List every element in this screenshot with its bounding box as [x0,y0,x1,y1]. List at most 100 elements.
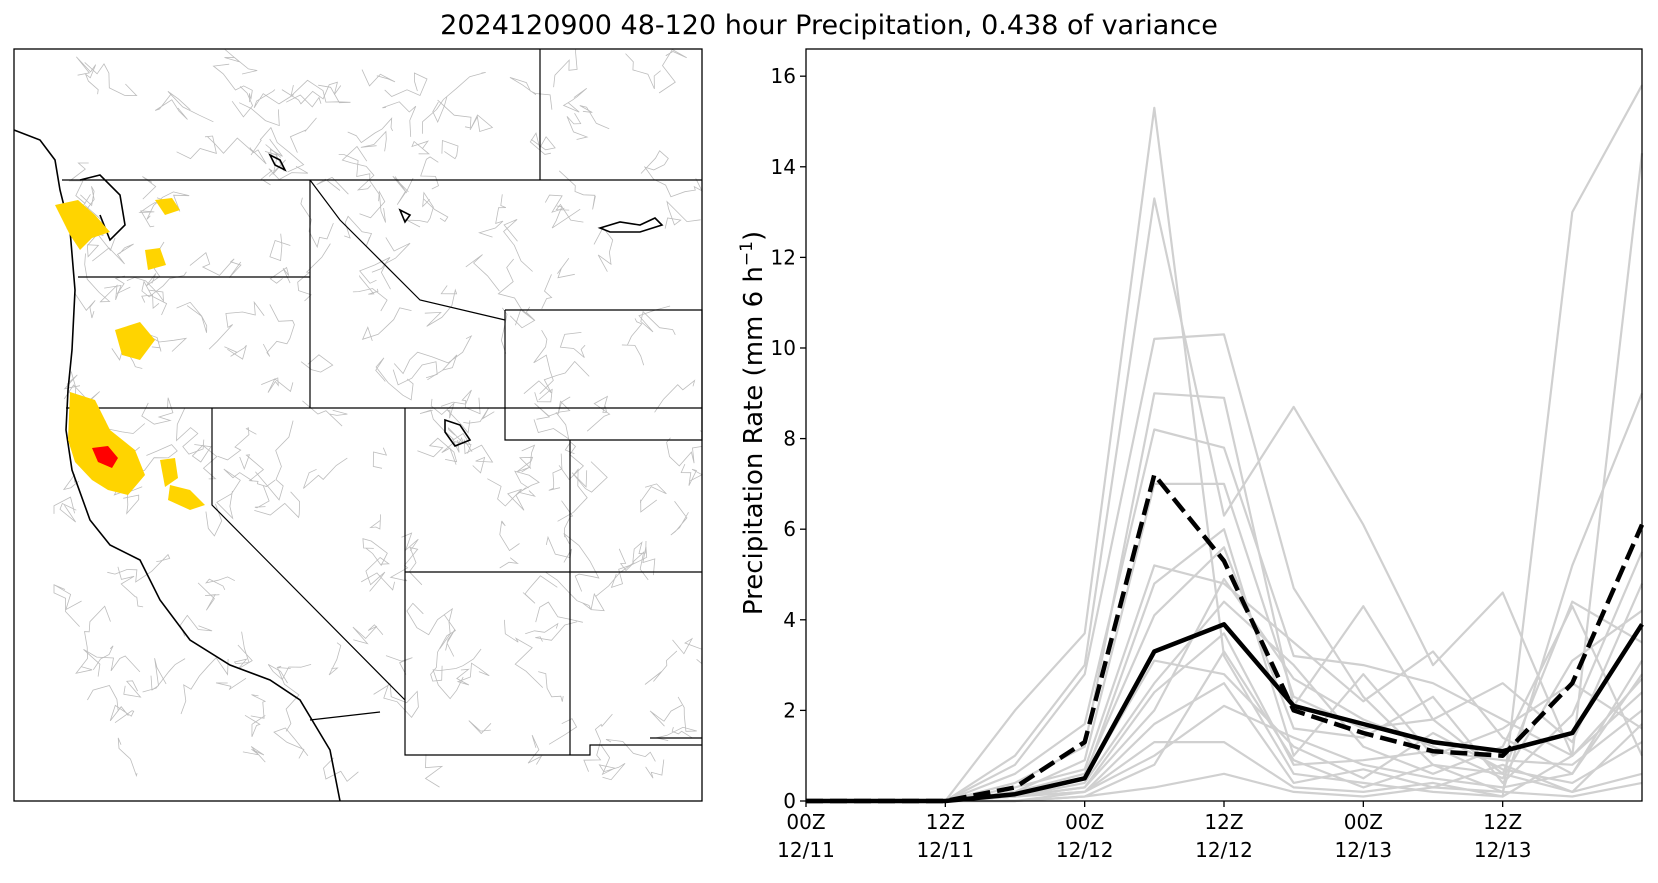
basin-outline [267,664,312,684]
x-tick-label: 12Z [1204,810,1243,834]
basin-outline [372,447,388,469]
puget-sound [79,174,126,242]
x-tick-label: 00Z [1344,810,1383,834]
x-tick-label: 12Z [926,810,965,834]
x-tick-label: 12Z [1483,810,1522,834]
basin-outline [141,397,174,425]
basin-outline [84,62,138,97]
state-border [309,179,506,321]
basin-outline [328,642,342,676]
highlighted-basins [55,198,205,510]
basin-outline [254,491,301,519]
state-border [211,408,406,701]
lake-outline [597,217,664,233]
basin-outline [300,197,334,249]
basin-outline [253,89,294,109]
basin-outline [373,682,419,719]
chart-axes: 0 2 4 6 8 10 12 14 16 00Z 12/11 12Z 12/11 00Z 12/12 12Z… [771,48,1643,862]
basin-outline [141,294,160,310]
basin-outline [197,582,220,611]
basin-outline [463,407,495,424]
basin-outline [180,657,229,715]
basin-outline [586,395,611,432]
basin-outline [579,105,610,130]
basin-outline [656,696,697,741]
basin-outline [269,266,291,284]
basin-outline [504,619,544,688]
basin-outline [509,77,553,110]
basin-outline [411,140,431,155]
basin-outline [503,219,533,272]
basin-outline [621,318,645,366]
basin-outline [548,718,578,745]
y-tick-label: 16 [771,64,796,88]
basin-outline [535,621,578,642]
basin-outline [217,427,257,461]
y-tick-label: 12 [771,245,796,269]
basin-outline [264,144,285,172]
basin-outline [76,56,99,95]
x-tick-label: 12/12 [1056,838,1114,862]
basin-outline [281,81,342,105]
x-tick-label: 12/13 [1335,838,1393,862]
basin-outline [563,533,600,592]
basin-outline [352,288,388,312]
basin-outline [393,335,473,375]
basin-outline [117,566,144,608]
basin-outline [359,257,391,284]
basin-outline [516,456,534,473]
basin-outline [87,685,119,712]
basin-outline [207,136,267,165]
basin-outline [441,441,472,465]
basin-outline [303,457,348,489]
basin-outline [535,601,583,623]
basin-outline [654,379,696,413]
state-border [309,711,381,721]
basin-outline [375,357,414,401]
basin-outline [644,166,703,198]
highlighted-basin [55,200,110,250]
basin-outline [384,72,428,97]
basin-outline [75,605,111,674]
basin-outline [525,622,559,635]
member-line [806,333,1644,803]
basin-outline [680,463,703,486]
basin-outline [365,556,390,592]
basin-outline [359,190,386,219]
basin-outline [639,483,667,513]
basin-outline [420,156,439,190]
basin-outline [123,680,142,698]
basin-outline [323,757,359,782]
basin-outline [150,658,167,691]
highlighted-basin [68,392,145,495]
basin-outline [664,200,701,229]
basin-outline [369,514,381,530]
basin-outline [117,737,138,778]
basin-outline [216,468,253,520]
basin-outline [380,237,411,290]
basin-outline [441,139,459,160]
basin-outline [551,205,581,229]
basin-outline [289,117,317,153]
basin-outline [430,398,471,434]
basin-outline [514,470,540,497]
basin-outline [68,162,89,205]
highlighted-basin [160,458,178,487]
basin-outline [59,502,77,523]
basin-outline [261,377,294,393]
basin-outline [424,285,458,327]
highlight-series [806,472,1645,804]
state-borders [13,49,703,802]
basin-outline [176,407,205,455]
basin-outline [558,441,585,481]
y-tick-label: 14 [771,155,796,179]
basin-outline [538,671,564,702]
basin-outline [559,332,586,358]
basin-outline [273,727,309,759]
basin-outline [527,734,543,765]
basin-outline [107,553,171,583]
basin-outline [670,500,689,536]
basin-outline [478,194,507,238]
basin-outline [176,301,208,333]
